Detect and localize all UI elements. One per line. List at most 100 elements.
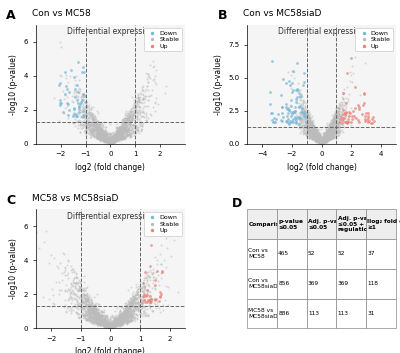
Point [318, 138, 324, 144]
Point [86, 312, 92, 318]
Point [124, 307, 131, 313]
Point [133, 303, 139, 309]
Point [87, 319, 93, 325]
Point [139, 288, 145, 293]
Point [124, 307, 130, 313]
Point [106, 325, 112, 330]
Point [86, 300, 92, 305]
Point [317, 137, 324, 143]
Point [109, 321, 116, 327]
Point [318, 140, 324, 145]
Point [96, 313, 103, 319]
Point [141, 288, 148, 294]
Point [88, 312, 94, 318]
Point [100, 318, 107, 323]
Point [322, 133, 329, 139]
Point [312, 137, 318, 143]
Point [94, 311, 100, 317]
Point [93, 131, 100, 137]
Point [86, 301, 92, 307]
Point [102, 322, 109, 327]
Point [113, 134, 119, 140]
Point [337, 121, 343, 127]
Point [352, 54, 358, 60]
Point [81, 113, 87, 119]
Point [322, 139, 328, 144]
Point [325, 129, 332, 135]
Point [310, 126, 316, 132]
Point [71, 303, 78, 309]
Point [314, 138, 321, 144]
Point [94, 316, 100, 321]
Point [93, 309, 100, 315]
Point [84, 303, 91, 309]
Point [95, 132, 101, 137]
Point [306, 117, 313, 123]
Point [92, 319, 98, 324]
Point [152, 297, 158, 303]
Point [314, 138, 321, 144]
Point [94, 311, 101, 317]
Point [152, 100, 158, 106]
Point [90, 123, 96, 128]
Point [110, 140, 117, 145]
Point [105, 136, 111, 142]
Point [309, 129, 316, 135]
Point [315, 137, 321, 143]
Point [312, 129, 319, 134]
Point [343, 95, 350, 100]
Point [93, 135, 99, 140]
Point [328, 128, 335, 134]
Point [118, 133, 125, 139]
Point [107, 131, 113, 137]
Point [95, 135, 101, 140]
Point [314, 134, 320, 140]
Point [90, 117, 97, 123]
Point [111, 135, 118, 140]
Point [116, 315, 122, 321]
Point [334, 119, 340, 125]
Point [125, 310, 131, 316]
Point [304, 115, 310, 121]
Point [96, 134, 102, 140]
Point [332, 121, 339, 126]
Point [108, 131, 114, 137]
Point [296, 116, 303, 122]
Point [116, 136, 122, 141]
Point [137, 112, 144, 118]
Point [111, 322, 118, 328]
Point [306, 126, 312, 132]
Point [105, 319, 111, 325]
Point [100, 129, 106, 134]
Point [142, 88, 148, 94]
Point [308, 124, 314, 129]
Point [122, 308, 128, 314]
Point [112, 138, 118, 144]
Point [130, 295, 137, 301]
Point [50, 256, 57, 261]
Point [90, 132, 96, 138]
Point [311, 131, 317, 137]
Point [110, 136, 117, 141]
Point [120, 126, 126, 132]
Point [148, 285, 155, 291]
Point [312, 127, 318, 133]
Point [317, 139, 323, 144]
Point [93, 136, 100, 141]
Point [78, 103, 85, 109]
Point [95, 312, 101, 318]
Point [103, 135, 109, 141]
Point [99, 136, 106, 141]
Point [77, 102, 84, 107]
Point [92, 319, 98, 324]
Point [114, 318, 120, 324]
Point [309, 120, 315, 126]
Point [105, 138, 111, 144]
Point [120, 119, 127, 125]
Point [106, 321, 112, 326]
Point [157, 251, 163, 257]
Point [312, 132, 319, 138]
Point [107, 325, 113, 330]
Point [105, 319, 112, 325]
Point [317, 138, 323, 144]
